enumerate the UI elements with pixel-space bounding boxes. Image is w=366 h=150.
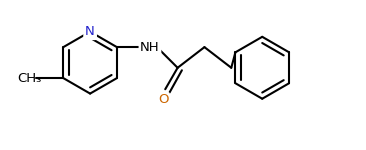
Text: NH: NH	[140, 41, 160, 54]
Text: N: N	[85, 25, 95, 38]
Text: CH₃: CH₃	[17, 72, 41, 85]
Text: O: O	[158, 93, 168, 106]
